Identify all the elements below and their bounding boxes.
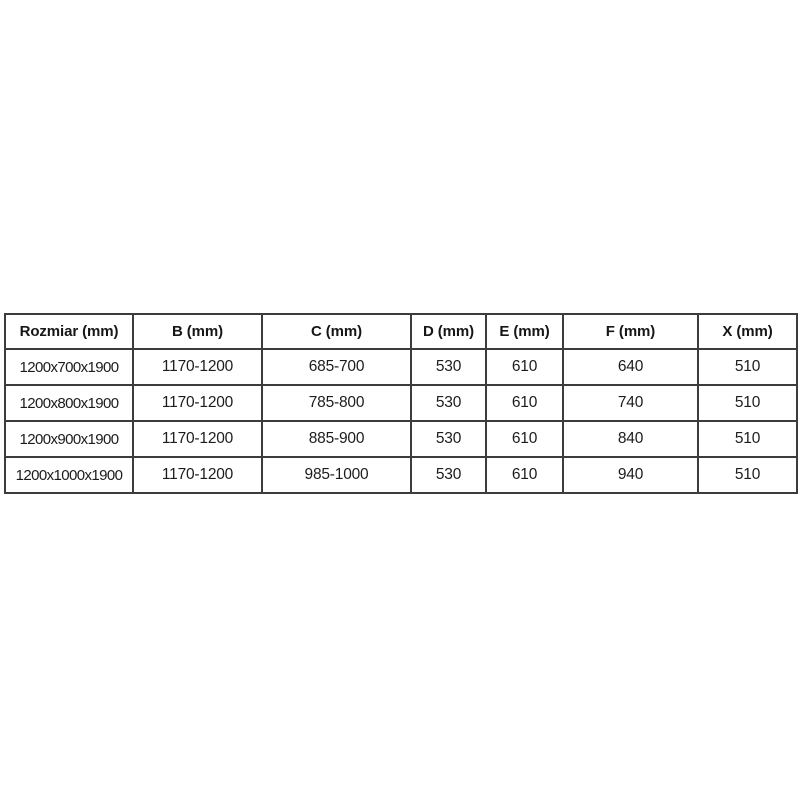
column-header-rozmiar: Rozmiar (mm) <box>4 313 134 350</box>
column-header-c: C (mm) <box>261 313 412 350</box>
cell-size: 1200x800x1900 <box>4 384 134 422</box>
table-header: Rozmiar (mm) B (mm) C (mm) D (mm) E (mm)… <box>4 313 798 350</box>
cell-b: 1170-1200 <box>132 348 263 386</box>
cell-d: 530 <box>410 348 487 386</box>
cell-size: 1200x1000x1900 <box>4 456 134 494</box>
table-row: 1200x900x1900 1170-1200 885-900 530 610 … <box>4 420 798 458</box>
cell-e: 610 <box>485 420 564 458</box>
column-header-x: X (mm) <box>697 313 798 350</box>
cell-b: 1170-1200 <box>132 420 263 458</box>
cell-x: 510 <box>697 456 798 494</box>
cell-c: 785-800 <box>261 384 412 422</box>
cell-e: 610 <box>485 384 564 422</box>
column-header-e: E (mm) <box>485 313 564 350</box>
cell-e: 610 <box>485 348 564 386</box>
dimension-specification-table: Rozmiar (mm) B (mm) C (mm) D (mm) E (mm)… <box>4 313 798 494</box>
cell-x: 510 <box>697 348 798 386</box>
cell-size: 1200x700x1900 <box>4 348 134 386</box>
cell-f: 740 <box>562 384 699 422</box>
cell-f: 840 <box>562 420 699 458</box>
cell-f: 640 <box>562 348 699 386</box>
cell-d: 530 <box>410 420 487 458</box>
cell-b: 1170-1200 <box>132 384 263 422</box>
column-header-d: D (mm) <box>410 313 487 350</box>
cell-f: 940 <box>562 456 699 494</box>
table-row: 1200x800x1900 1170-1200 785-800 530 610 … <box>4 384 798 422</box>
table-header-row: Rozmiar (mm) B (mm) C (mm) D (mm) E (mm)… <box>4 313 798 350</box>
cell-d: 530 <box>410 456 487 494</box>
cell-c: 985-1000 <box>261 456 412 494</box>
specification-table-container: Rozmiar (mm) B (mm) C (mm) D (mm) E (mm)… <box>4 313 798 494</box>
cell-c: 885-900 <box>261 420 412 458</box>
cell-d: 530 <box>410 384 487 422</box>
cell-x: 510 <box>697 384 798 422</box>
cell-x: 510 <box>697 420 798 458</box>
cell-e: 610 <box>485 456 564 494</box>
cell-c: 685-700 <box>261 348 412 386</box>
table-row: 1200x700x1900 1170-1200 685-700 530 610 … <box>4 348 798 386</box>
column-header-f: F (mm) <box>562 313 699 350</box>
column-header-b: B (mm) <box>132 313 263 350</box>
cell-size: 1200x900x1900 <box>4 420 134 458</box>
table-body: 1200x700x1900 1170-1200 685-700 530 610 … <box>4 348 798 494</box>
cell-b: 1170-1200 <box>132 456 263 494</box>
table-row: 1200x1000x1900 1170-1200 985-1000 530 61… <box>4 456 798 494</box>
